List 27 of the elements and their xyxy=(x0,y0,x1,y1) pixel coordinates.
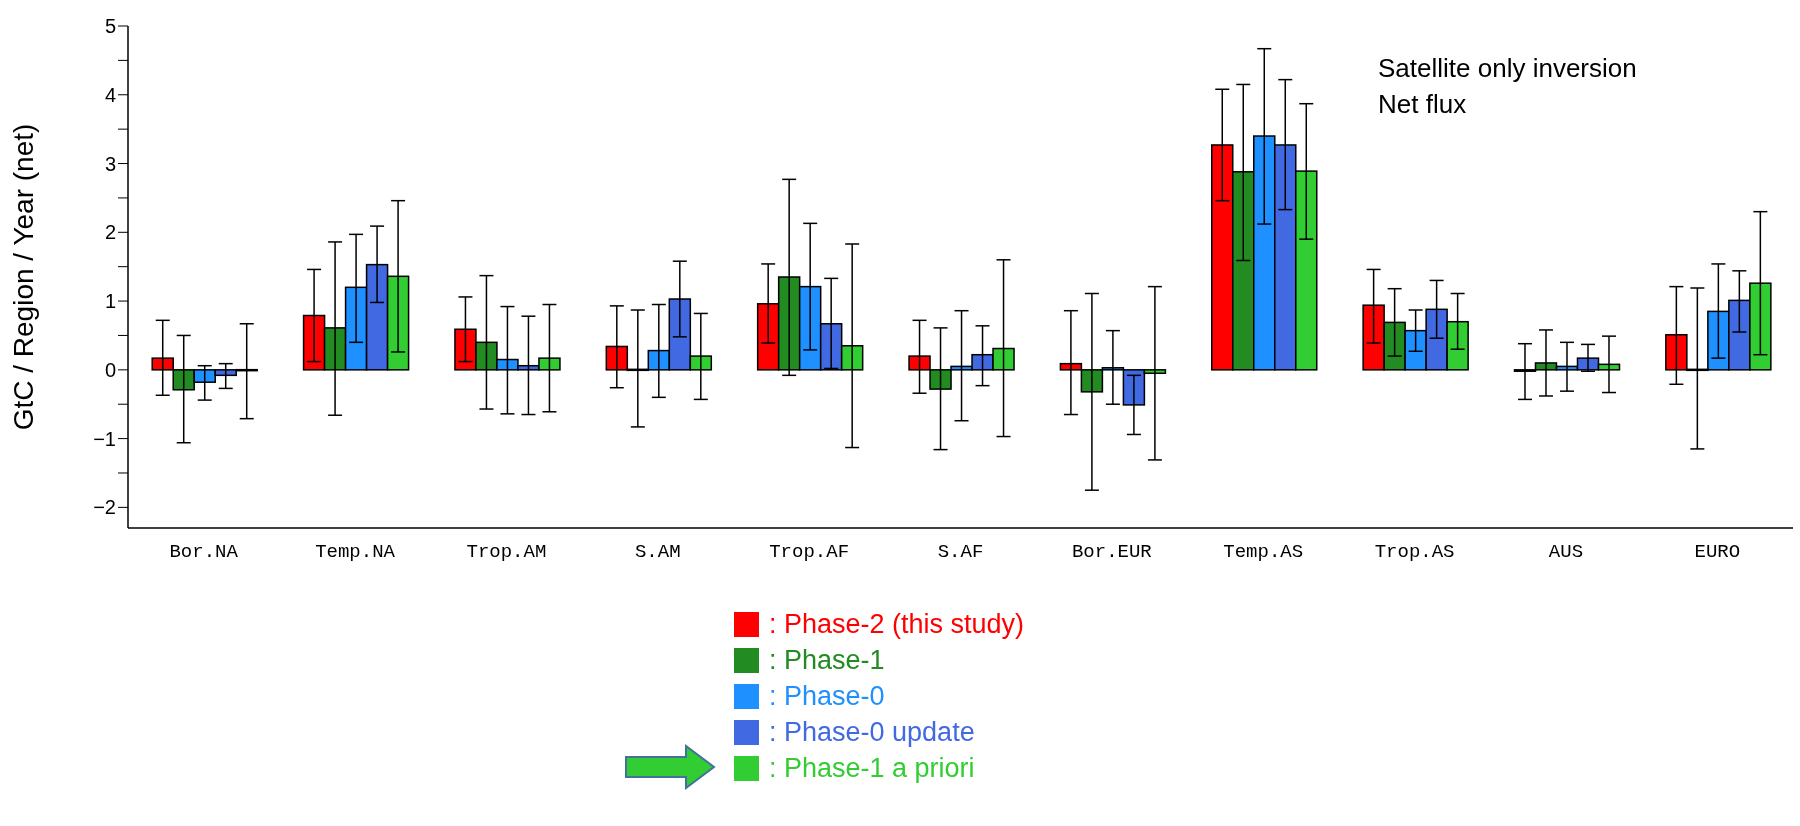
x-tick-label: S.AF xyxy=(937,541,984,564)
y-tick-label: −2 xyxy=(93,496,116,519)
x-tick-label: Bor.EUR xyxy=(1071,541,1152,564)
annotation: Net flux xyxy=(1378,88,1468,121)
legend-label: : Phase-0 xyxy=(769,680,885,713)
annotation: Satellite only inversion xyxy=(1378,52,1637,85)
x-tick-label: Bor.NA xyxy=(169,541,239,564)
y-tick-label: 0 xyxy=(104,358,116,381)
legend-label: : Phase-1 a priori xyxy=(769,752,975,785)
x-tick-label: AUS xyxy=(1548,541,1584,564)
x-tick-label: EURO xyxy=(1694,541,1741,564)
y-tick-label: 5 xyxy=(104,15,116,38)
y-tick-label: 1 xyxy=(104,290,116,313)
x-tick-label: Trop.AF xyxy=(769,541,850,564)
y-tick-label: 2 xyxy=(104,221,116,244)
y-tick-label: 4 xyxy=(104,83,116,106)
legend-label: : Phase-0 update xyxy=(769,716,975,749)
x-tick-label: Trop.AM xyxy=(466,541,547,564)
legend-label: : Phase-1 xyxy=(769,644,885,677)
x-tick-label: Temp.AS xyxy=(1223,541,1304,564)
x-tick-label: Trop.AS xyxy=(1374,541,1455,564)
y-tick-label: −1 xyxy=(93,427,116,450)
y-axis-title: GtC / Region / Year (net) xyxy=(7,123,39,431)
y-tick-label: 3 xyxy=(104,152,116,175)
x-tick-label: S.AM xyxy=(634,541,681,564)
x-tick-label: Temp.NA xyxy=(315,541,396,564)
legend-label: : Phase-2 (this study) xyxy=(769,608,1025,641)
